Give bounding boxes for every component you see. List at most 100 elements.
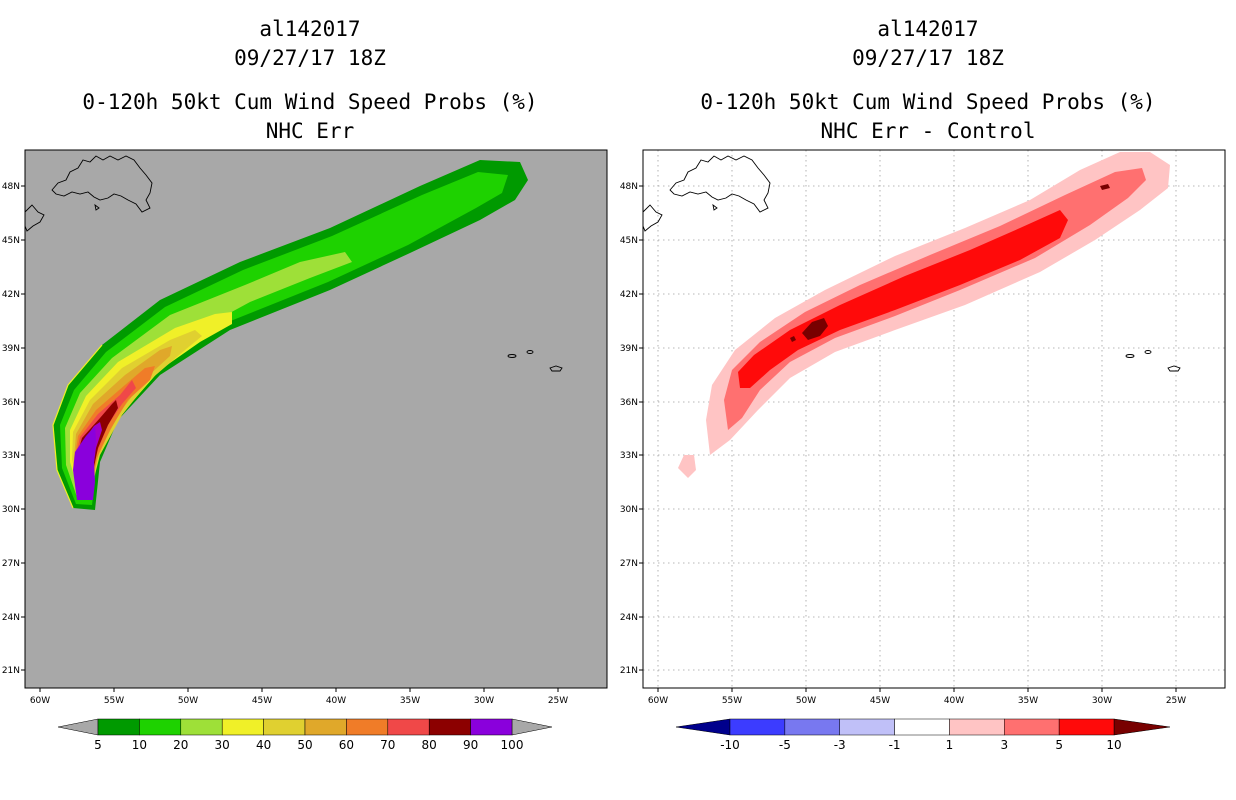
right-lon-label: 60W bbox=[648, 696, 668, 706]
left-lat-label: 24N bbox=[2, 613, 20, 623]
left-map-frame bbox=[24, 149, 608, 689]
left-colorbar-swatch bbox=[470, 718, 513, 736]
left-lat-label: 36N bbox=[2, 398, 20, 408]
left-map-panel bbox=[24, 149, 608, 689]
right-lat-label: 21N bbox=[620, 666, 638, 676]
right-lat-label: 42N bbox=[620, 290, 638, 300]
left-colorbar-label: 40 bbox=[256, 738, 271, 752]
right-lon-label: 35W bbox=[1018, 696, 1038, 706]
right-lat-label: 27N bbox=[620, 559, 638, 569]
right-colorbar-label: -10 bbox=[720, 738, 740, 752]
left-colorbar-label: 50 bbox=[297, 738, 312, 752]
left-lon-label: 40W bbox=[326, 696, 346, 706]
right-diff-10 bbox=[802, 318, 828, 340]
right-colorbar-swatch bbox=[839, 718, 895, 736]
right-diff-5 bbox=[738, 210, 1068, 388]
left-colorbar-label: 5 bbox=[94, 738, 102, 752]
left-colorbar-label: 100 bbox=[501, 738, 524, 752]
left-lon-label: 35W bbox=[400, 696, 420, 706]
right-colorbar-swatch bbox=[1058, 718, 1115, 736]
right-lon-label: 25W bbox=[1166, 696, 1186, 706]
right-title-product: 0-120h 50kt Cum Wind Speed Probs (%) bbox=[700, 90, 1156, 114]
right-colorbar-label: -1 bbox=[889, 738, 901, 752]
left-colorbar-swatch bbox=[180, 718, 223, 736]
right-lat-label: 36N bbox=[620, 398, 638, 408]
left-probability-shading bbox=[52, 160, 528, 510]
right-diff-10b bbox=[1100, 184, 1110, 190]
right-title-storm-id: al142017 bbox=[877, 17, 979, 41]
left-colorbar-swatch bbox=[97, 718, 140, 736]
left-colorbar-label: 90 bbox=[463, 738, 478, 752]
right-colorbar-label: 10 bbox=[1106, 738, 1121, 752]
right-lat-label: 48N bbox=[620, 182, 638, 192]
right-lat-label: 45N bbox=[620, 236, 638, 246]
left-lon-label: 25W bbox=[548, 696, 568, 706]
right-lat-label: 33N bbox=[620, 451, 638, 461]
right-colorbar-label: 1 bbox=[946, 738, 954, 752]
left-lat-label: 33N bbox=[2, 451, 20, 461]
right-map-panel bbox=[642, 149, 1226, 689]
right-colorbar-swatch bbox=[894, 718, 950, 736]
right-colorbar: -10 -5 -3 -1 1 3 5 10 bbox=[675, 718, 1171, 752]
left-colorbar-label: 80 bbox=[422, 738, 437, 752]
right-colorbar-high-arrow bbox=[1113, 718, 1171, 736]
left-title-storm-id: al142017 bbox=[259, 17, 361, 41]
left-colorbar: 5 10 20 30 40 50 60 70 80 90 100 bbox=[57, 718, 553, 752]
left-lon-label: 45W bbox=[252, 696, 272, 706]
right-colorbar-label: -3 bbox=[834, 738, 846, 752]
left-colorbar-label: 20 bbox=[173, 738, 188, 752]
right-colorbar-label: -5 bbox=[779, 738, 791, 752]
left-lon-label: 60W bbox=[30, 696, 50, 706]
left-colorbar-swatch bbox=[263, 718, 306, 736]
left-colorbar-label: 70 bbox=[380, 738, 395, 752]
left-prob-outline bbox=[52, 344, 103, 509]
right-colorbar-swatch bbox=[949, 718, 1005, 736]
right-colorbar-low-arrow bbox=[675, 718, 731, 736]
left-colorbar-swatch bbox=[346, 718, 389, 736]
right-colorbar-label: 5 bbox=[1055, 738, 1063, 752]
left-colorbar-low-arrow bbox=[57, 718, 99, 736]
left-lon-label: 30W bbox=[474, 696, 494, 706]
left-prob-5 bbox=[53, 160, 528, 510]
right-lon-label: 50W bbox=[796, 696, 816, 706]
right-lon-label: 55W bbox=[722, 696, 742, 706]
left-lat-label: 48N bbox=[2, 182, 20, 192]
left-colorbar-swatch bbox=[304, 718, 347, 736]
left-title-product: 0-120h 50kt Cum Wind Speed Probs (%) bbox=[82, 90, 538, 114]
right-lat-label: 24N bbox=[620, 613, 638, 623]
left-prob-100 bbox=[73, 426, 96, 500]
right-lon-label: 40W bbox=[944, 696, 964, 706]
right-colorbar-swatch bbox=[729, 718, 786, 736]
right-lon-label: 45W bbox=[870, 696, 890, 706]
right-colorbar-label: 3 bbox=[1000, 738, 1008, 752]
left-lat-label: 27N bbox=[2, 559, 20, 569]
right-title-datetime: 09/27/17 18Z bbox=[852, 46, 1004, 70]
left-colorbar-swatch bbox=[139, 718, 182, 736]
left-colorbar-label: 30 bbox=[215, 738, 230, 752]
right-colorbar-swatch bbox=[1004, 718, 1060, 736]
left-title-datetime: 09/27/17 18Z bbox=[234, 46, 386, 70]
left-lat-label: 45N bbox=[2, 236, 20, 246]
left-lat-label: 30N bbox=[2, 505, 20, 515]
left-coastlines bbox=[24, 155, 563, 372]
left-lon-label: 55W bbox=[104, 696, 124, 706]
right-lat-label: 30N bbox=[620, 505, 638, 515]
map-axis-tick-labels: 48N 45N 42N 39N 36N 33N 30N 27N 24N 21N 60W 55W 50W 4… bbox=[2, 182, 1186, 706]
map-axis-ticks bbox=[21, 185, 1177, 692]
right-lon-label: 30W bbox=[1092, 696, 1112, 706]
right-colorbar-swatch bbox=[784, 718, 840, 736]
left-colorbar-label: 60 bbox=[339, 738, 354, 752]
left-colorbar-swatch bbox=[387, 718, 430, 736]
left-colorbar-label: 10 bbox=[132, 738, 147, 752]
left-lat-label: 39N bbox=[2, 344, 20, 354]
left-colorbar-high-arrow bbox=[511, 718, 553, 736]
right-lat-label: 39N bbox=[620, 344, 638, 354]
left-lat-label: 42N bbox=[2, 290, 20, 300]
right-diff-1b bbox=[678, 455, 696, 478]
right-diff-10c bbox=[790, 336, 796, 342]
left-colorbar-swatch bbox=[221, 718, 264, 736]
right-map-frame bbox=[642, 149, 1226, 689]
left-colorbar-swatch bbox=[428, 718, 471, 736]
right-coastlines bbox=[642, 155, 1181, 372]
